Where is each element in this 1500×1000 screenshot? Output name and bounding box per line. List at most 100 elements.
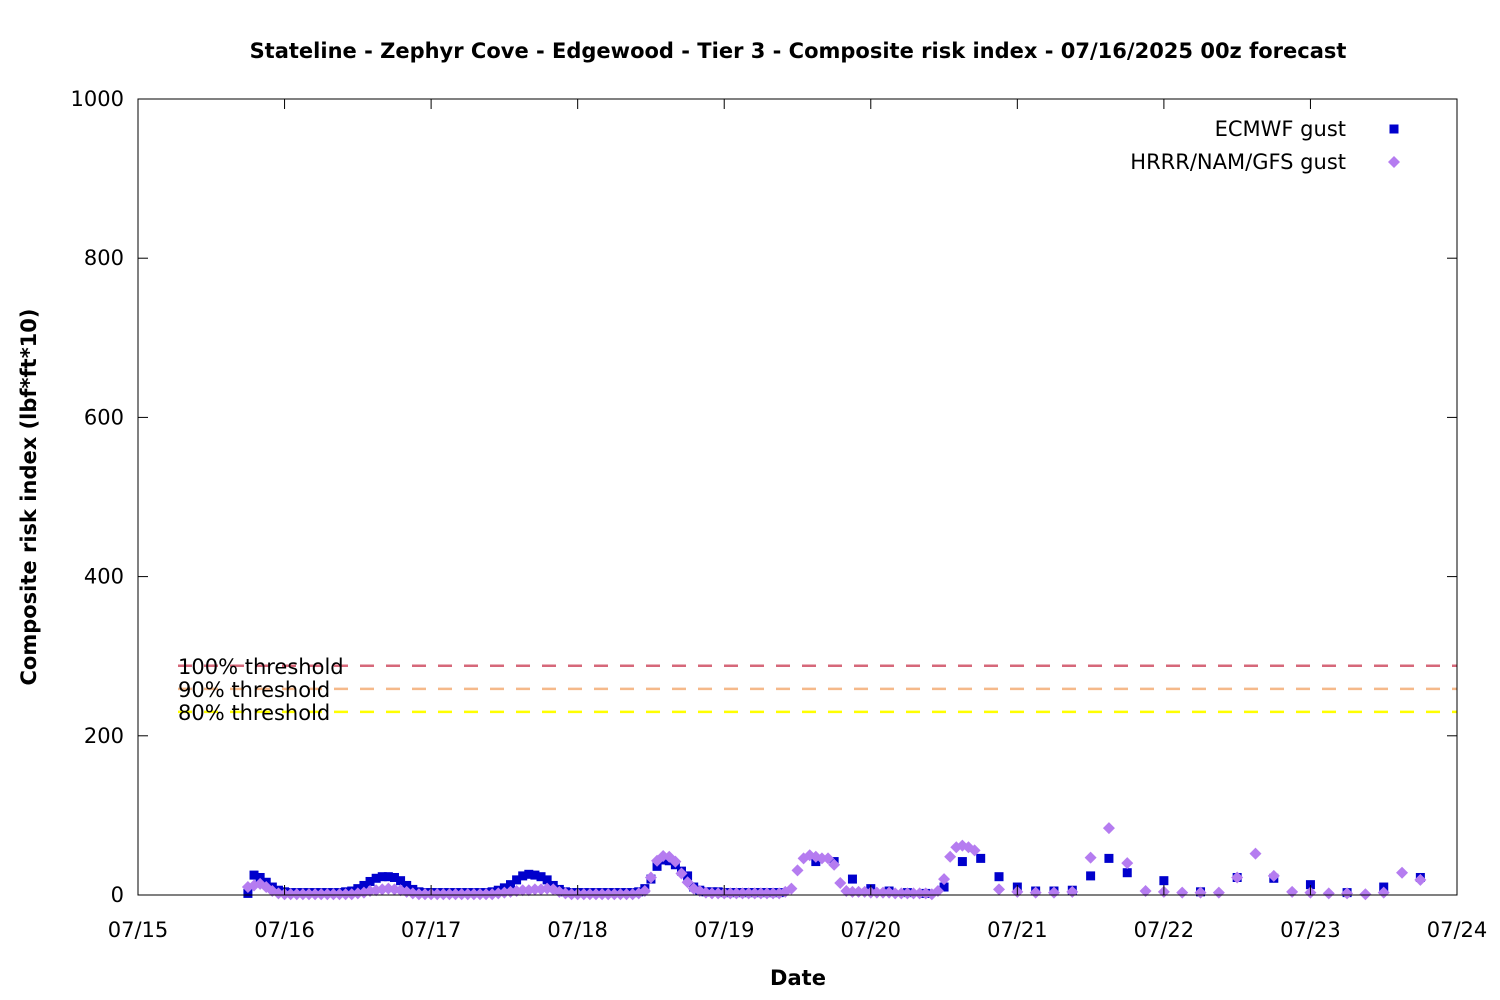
hrrr-point	[296, 888, 309, 901]
y-tick-label: 200	[84, 724, 124, 748]
hrrr-point	[681, 876, 694, 889]
ecmwf-point	[530, 870, 540, 880]
hrrr-point	[706, 887, 719, 900]
hrrr-point	[602, 888, 615, 901]
ecmwf-point	[1305, 880, 1315, 890]
ecmwf-point	[402, 880, 412, 890]
hrrr-point	[449, 888, 462, 901]
hrrr-point	[577, 888, 590, 901]
hrrr-point	[870, 886, 883, 899]
ecmwf-point	[1122, 868, 1132, 878]
hrrr-point	[608, 888, 621, 901]
hrrr-point	[730, 887, 743, 900]
y-tick-label: 1000	[71, 87, 124, 111]
hrrr-point	[473, 888, 486, 901]
hrrr-point	[290, 888, 303, 901]
ecmwf-point	[377, 872, 387, 882]
y-tick-label: 600	[84, 405, 124, 429]
ecmwf-point	[542, 875, 552, 885]
y-axis-label: Composite risk index (lbf*ft*10)	[17, 308, 41, 685]
ecmwf-point	[389, 872, 399, 882]
threshold-label: 100% threshold	[178, 655, 344, 679]
ecmwf-point	[1159, 876, 1169, 886]
ecmwf-point	[939, 882, 949, 892]
hrrr-point	[467, 888, 480, 901]
legend-marker	[1388, 156, 1400, 168]
hrrr-point	[431, 888, 444, 901]
hrrr-point	[321, 888, 334, 901]
x-tick-label: 07/15	[108, 918, 169, 942]
hrrr-point	[834, 877, 847, 890]
hrrr-point	[1231, 871, 1244, 884]
hrrr-point	[339, 888, 352, 901]
hrrr-point	[931, 885, 944, 898]
hrrr-point	[669, 855, 682, 868]
ecmwf-point	[536, 872, 546, 882]
ecmwf-point	[396, 876, 406, 886]
hrrr-point	[620, 888, 633, 901]
hrrr-point	[895, 887, 908, 900]
hrrr-point	[589, 888, 602, 901]
threshold-label: 90% threshold	[178, 678, 330, 702]
hrrr-point	[1139, 885, 1152, 898]
hrrr-point	[309, 888, 322, 901]
ecmwf-point	[359, 880, 369, 890]
hrrr-point	[1322, 887, 1335, 900]
y-tick-label: 400	[84, 565, 124, 589]
hrrr-point	[412, 888, 425, 901]
hrrr-point	[302, 888, 315, 901]
x-tick-label: 07/20	[841, 918, 902, 942]
hrrr-point	[876, 886, 889, 899]
chart-title: Stateline - Zephyr Cove - Edgewood - Tie…	[250, 39, 1347, 63]
x-tick-label: 07/19	[694, 918, 755, 942]
hrrr-point	[1359, 888, 1372, 901]
ecmwf-point	[518, 871, 528, 881]
y-tick-label: 800	[84, 246, 124, 270]
hrrr-point	[248, 879, 261, 892]
ecmwf-point	[512, 875, 522, 885]
x-tick-label: 07/22	[1134, 918, 1195, 942]
hrrr-point	[748, 887, 761, 900]
hrrr-point	[785, 882, 798, 895]
hrrr-point	[675, 867, 688, 880]
hrrr-point	[516, 884, 529, 897]
ecmwf-point	[1086, 871, 1096, 881]
hrrr-point	[913, 887, 926, 900]
hrrr-point	[1212, 886, 1225, 899]
hrrr-point	[638, 885, 651, 898]
legend: ECMWF gust HRRR/NAM/GFS gust	[1130, 117, 1400, 174]
x-tick-label: 07/23	[1280, 918, 1341, 942]
hrrr-point	[1194, 886, 1207, 899]
x-tick-label: 07/24	[1427, 918, 1488, 942]
hrrr-point	[712, 887, 725, 900]
ecmwf-point	[957, 857, 967, 867]
ecmwf-point	[683, 871, 693, 881]
legend-label: ECMWF gust	[1215, 117, 1346, 141]
hrrr-point	[1102, 822, 1115, 835]
hrrr-point	[1377, 886, 1390, 899]
hrrr-point	[443, 888, 456, 901]
hrrr-point	[1047, 886, 1060, 899]
ecmwf-point	[524, 869, 534, 879]
axis-ticks: 0 200 400 600 800 1000 07/15 07/16 07/17 07/18 07/…	[71, 87, 1488, 942]
hrrr-point	[528, 883, 541, 896]
ecmwf-point	[505, 880, 515, 890]
hrrr-point	[1176, 886, 1189, 899]
hrrr-point	[968, 844, 981, 857]
ecmwf-point	[249, 870, 259, 880]
hrrr-point	[1267, 869, 1280, 882]
ecmwf-point	[243, 888, 253, 898]
hrrr-point	[760, 887, 773, 900]
x-axis-label: Date	[770, 966, 826, 990]
legend-label: HRRR/NAM/GFS gust	[1130, 150, 1346, 174]
hrrr-point	[1084, 851, 1097, 864]
hrrr-point	[791, 864, 804, 877]
hrrr-point	[754, 887, 767, 900]
hrrr-point	[480, 888, 493, 901]
hrrr-point	[333, 888, 346, 901]
hrrr-point	[724, 887, 737, 900]
ecmwf-point	[255, 872, 265, 882]
